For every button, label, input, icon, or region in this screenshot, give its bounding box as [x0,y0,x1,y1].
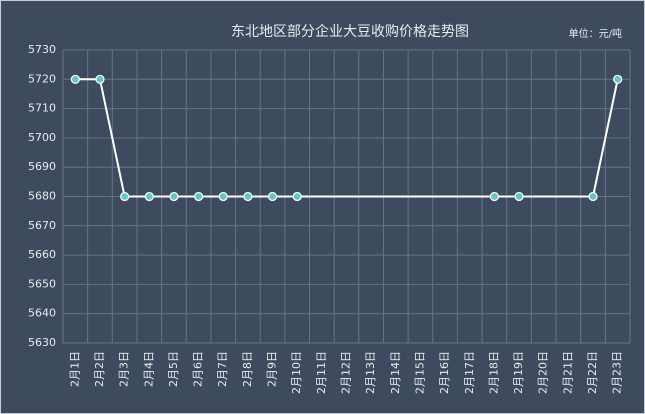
point [70,74,80,84]
x-tick-label: 2月17日 [463,351,476,394]
x-tick-label: 2月11日 [315,351,328,394]
x-tick-label: 2月8日 [241,351,254,387]
y-tick-label: 5710 [28,102,56,115]
x-tick-label: 2月4日 [142,351,155,387]
chart-title: 东北地区部分企业大豆收购价格走势图 [231,23,469,40]
y-tick-label: 5700 [28,131,56,144]
y-tick-label: 5730 [28,43,56,56]
point [169,191,179,202]
point [193,191,204,202]
x-tick-label: 2月22日 [586,351,599,394]
x-tick-label: 2月15日 [413,351,426,394]
y-tick-label: 5660 [28,248,56,261]
x-tick-label: 2月23日 [611,351,624,394]
point [489,191,500,202]
point [267,191,278,202]
point [120,191,130,202]
y-tick-label: 5720 [28,72,56,85]
point [514,191,524,202]
point [95,74,105,84]
x-tick-label: 2月1日 [68,351,81,387]
unit-label: 单位：元/吨 [569,27,622,40]
point [243,191,253,202]
x-tick-label: 2月21日 [561,351,574,394]
line-segment [592,79,619,197]
x-tick-label: 2月16日 [438,351,451,394]
x-tick-label: 2月3日 [118,351,131,387]
y-tick-label: 5690 [28,160,56,173]
x-tick-label: 2月14日 [389,351,402,394]
y-tick-label: 5670 [28,219,56,232]
x-tick-label: 2月20日 [537,351,550,394]
x-tick-label: 2月10日 [290,351,303,394]
x-tick-label: 2月7日 [216,351,229,387]
y-tick-label: 5630 [28,336,56,349]
point [588,191,598,202]
x-tick-label: 2月13日 [364,351,377,394]
x-tick-label: 2月9日 [266,351,279,387]
x-tick-label: 2月12日 [340,351,353,394]
line-segment [98,79,126,197]
y-tick-label: 5640 [28,307,56,320]
x-tick-label: 2月2日 [93,351,106,387]
x-tick-label: 2月5日 [167,351,180,387]
x-tick-label: 2月18日 [487,351,500,394]
point [218,191,228,202]
point [144,191,154,202]
y-tick-label: 5680 [28,190,56,203]
y-tick-label: 5650 [28,277,56,290]
point [292,191,302,202]
x-tick-label: 2月19日 [512,351,525,394]
point [613,74,623,84]
x-tick-label: 2月6日 [192,351,205,387]
